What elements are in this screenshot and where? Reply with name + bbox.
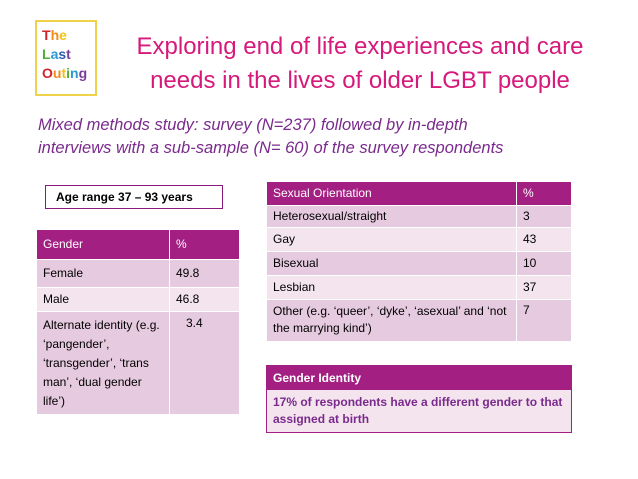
header-cell: % — [516, 181, 572, 206]
table-cell: Gay — [266, 227, 517, 252]
table-cell: 3.4 — [169, 311, 240, 415]
table-cell: 49.8 — [169, 259, 240, 288]
logo-letter: a — [50, 46, 59, 62]
table-cell: Lesbian — [266, 275, 517, 300]
table-row: Male 46.8 — [36, 287, 240, 312]
subtitle-line-1: Mixed methods study: survey (N=237) foll… — [38, 116, 468, 134]
logo-letter: T — [42, 27, 51, 43]
table-row: Alternate identity (e.g. ‘pangender’, ‘t… — [36, 311, 240, 415]
table-row: Female 49.8 — [36, 259, 240, 288]
header-cell: Sexual Orientation — [266, 181, 517, 206]
logo-letter: L — [42, 46, 51, 62]
table-row: Gay 43 — [266, 227, 572, 252]
subtitle-line-2: interviews with a sub-sample (N= 60) of … — [38, 139, 504, 157]
logo-letter: e — [59, 27, 67, 43]
logo-letter: t — [66, 46, 71, 62]
table-cell: 3 — [516, 205, 572, 228]
table-row: Other (e.g. ‘queer’, ‘dyke’, ‘asexual’ a… — [266, 299, 572, 342]
logo-letter: h — [50, 27, 60, 43]
logo-letter: u — [52, 65, 62, 81]
logo-line-1: The — [42, 26, 95, 45]
table-cell: Bisexual — [266, 251, 517, 276]
logo-letter: t — [61, 65, 67, 81]
header-cell: Gender — [36, 229, 170, 260]
logo-letter: n — [70, 65, 79, 81]
table-row: Bisexual 10 — [266, 251, 572, 276]
table-cell: 7 — [516, 299, 572, 342]
logo-line-2: Last — [42, 45, 95, 64]
page-title: Exploring end of life experiences and ca… — [110, 30, 610, 98]
logo-letter: O — [42, 65, 53, 81]
table-cell: Female — [36, 259, 170, 288]
table-cell: 46.8 — [169, 287, 240, 312]
title-line-2: needs in the lives of older LGBT people — [150, 67, 570, 94]
gender-table: Gender % Female 49.8 Male 46.8 Alternate… — [36, 229, 240, 415]
gender-identity-box: Gender Identity 17% of respondents have … — [266, 365, 572, 433]
logo-line-3: Outing — [42, 64, 95, 83]
logo-letter: i — [66, 65, 71, 81]
header-cell: % — [169, 229, 240, 260]
age-range-box: Age range 37 – 93 years — [45, 185, 223, 209]
study-description: Mixed methods study: survey (N=237) foll… — [38, 114, 608, 160]
table-cell: 37 — [516, 275, 572, 300]
table-cell: Alternate identity (e.g. ‘pangender’, ‘t… — [36, 311, 170, 415]
table-cell: 43 — [516, 227, 572, 252]
gender-identity-text: 17% of respondents have a different gend… — [267, 390, 571, 432]
logo-letter: s — [58, 46, 67, 62]
table-cell: 10 — [516, 251, 572, 276]
table-row: Heterosexual/straight 3 — [266, 205, 572, 228]
sexual-orientation-table: Sexual Orientation % Heterosexual/straig… — [266, 181, 572, 342]
gender-identity-header: Gender Identity — [267, 366, 571, 390]
table-header-row: Gender % — [36, 229, 240, 260]
title-line-1: Exploring end of life experiences and ca… — [136, 33, 584, 60]
table-row: Lesbian 37 — [266, 275, 572, 300]
table-cell: Male — [36, 287, 170, 312]
table-cell: Other (e.g. ‘queer’, ‘dyke’, ‘asexual’ a… — [266, 299, 517, 342]
table-cell: Heterosexual/straight — [266, 205, 517, 228]
logo-letter: g — [78, 65, 88, 81]
table-header-row: Sexual Orientation % — [266, 181, 572, 206]
the-last-outing-logo: The Last Outing — [35, 20, 97, 96]
